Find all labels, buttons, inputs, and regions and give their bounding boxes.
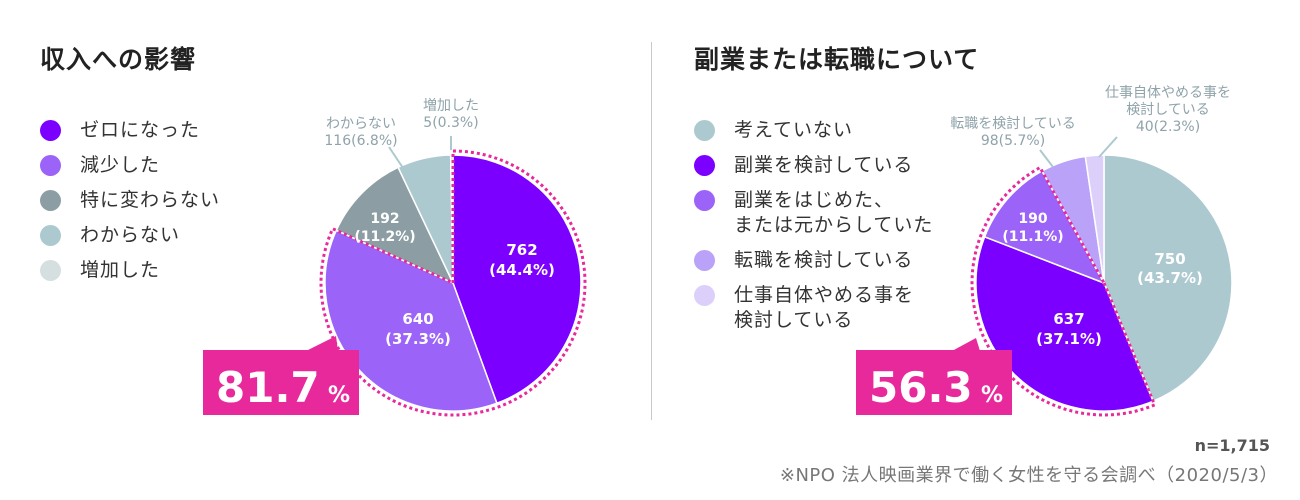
pie-sidejob: 750 (43.7%) 637 (37.1%) 190 (11.1%) 転職を検… [856,85,1233,417]
chart-title-sidejob: 副業または転職について [694,45,980,74]
legend-label: 副業をはじめた、 または元からしていた [734,189,934,236]
legend-swatch [694,120,715,141]
chart-title-income: 収入への影響 [40,45,197,74]
legend-swatch [694,190,715,211]
source-note: ※NPO 法人映画業界で働く女性を守る会調べ（2020/5/3） [779,465,1278,486]
data-label-percent: (43.7%) [1137,269,1203,287]
pie-slice [1103,154,1233,403]
callout-label: 増加した [423,98,479,114]
legend-income: ゼロになった 減少した 特に変わらない わからない 増加した [40,118,220,293]
legend-swatch [694,250,715,271]
callout-value: 5(0.3%) [423,115,478,131]
callout-leader [388,146,404,169]
legend-swatch [40,155,61,176]
legend-item: 副業を検討している [694,153,933,178]
callout-leader [1039,149,1054,168]
callout-label: 検討している [1126,102,1210,118]
highlight-unit: % [981,383,1003,408]
legend-item: 仕事自体やめる事を 検討している [694,283,933,333]
sample-size: n=1,715 [1194,436,1270,455]
pie-slice [983,169,1106,285]
legend-sidejob: 考えていない 副業を検討している 副業をはじめた、 または元からしていた 転職を… [694,118,933,343]
legend-swatch [40,190,61,211]
highlight-box [856,350,1012,415]
legend-label: ゼロになった [80,119,201,141]
legend-item: 副業をはじめた、 または元からしていた [694,188,933,238]
legend-label: 副業を検討している [734,154,914,176]
callout-label: 転職を検討している [950,116,1076,132]
highlight-outline [319,149,587,417]
pie-slice [1084,154,1105,284]
legend-label: 増加した [80,259,161,281]
pie-income: 762 (44.4%) 640 (37.3%) 192 (11.2%) わからな… [203,98,587,417]
data-label-value: 762 [506,241,537,259]
pie-slice [452,154,582,405]
highlight-box [203,350,359,415]
data-label-percent: (11.2%) [354,229,415,245]
data-label-value: 640 [402,310,433,328]
callout-label: わからない [326,116,396,132]
legend-label: 考えていない [734,119,854,141]
pie-slice [975,235,1155,412]
pie-slice [335,166,455,285]
legend-item: 考えていない [694,118,933,143]
data-label-percent: (44.4%) [489,261,555,279]
data-label-value: 190 [1018,211,1047,227]
callout-value: 40(2.3%) [1136,119,1200,135]
highlight-value: 56.3 [869,363,973,412]
legend-label: 減少した [80,154,161,176]
legend-item: ゼロになった [40,118,220,143]
legend-label: 転職を検討している [734,249,914,271]
legend-item: 増加した [40,258,220,283]
data-label-value: 637 [1053,310,1084,328]
data-label-percent: (37.1%) [1036,330,1102,348]
data-label-value: 192 [370,211,399,227]
legend-swatch [40,225,61,246]
legend-label: 特に変わらない [80,189,221,211]
highlight-pointer [306,336,338,351]
legend-item: わからない [40,223,220,248]
data-label-percent: (11.1%) [1002,229,1063,245]
highlight-unit: % [328,383,350,408]
legend-swatch [694,155,715,176]
callout-leader [1098,136,1118,158]
legend-label: わからない [80,224,181,246]
highlight-pointer [952,338,980,351]
highlight-value: 81.7 [216,363,320,412]
callout-value: 116(6.8%) [324,133,397,149]
legend-item: 特に変わらない [40,188,220,213]
data-label-value: 750 [1154,250,1185,268]
highlight-outline [970,165,1157,417]
legend-swatch [694,285,715,306]
panel-divider [651,42,652,420]
legend-swatch [40,120,61,141]
data-label-percent: (37.3%) [385,330,451,348]
callout-value: 98(5.7%) [981,133,1045,149]
legend-label: 仕事自体やめる事を 検討している [734,284,915,331]
callout-label: 仕事自体やめる事を [1105,85,1231,101]
legend-item: 減少した [40,153,220,178]
legend-swatch [40,260,61,281]
legend-item: 転職を検討している [694,248,933,273]
pie-slice [324,229,498,412]
